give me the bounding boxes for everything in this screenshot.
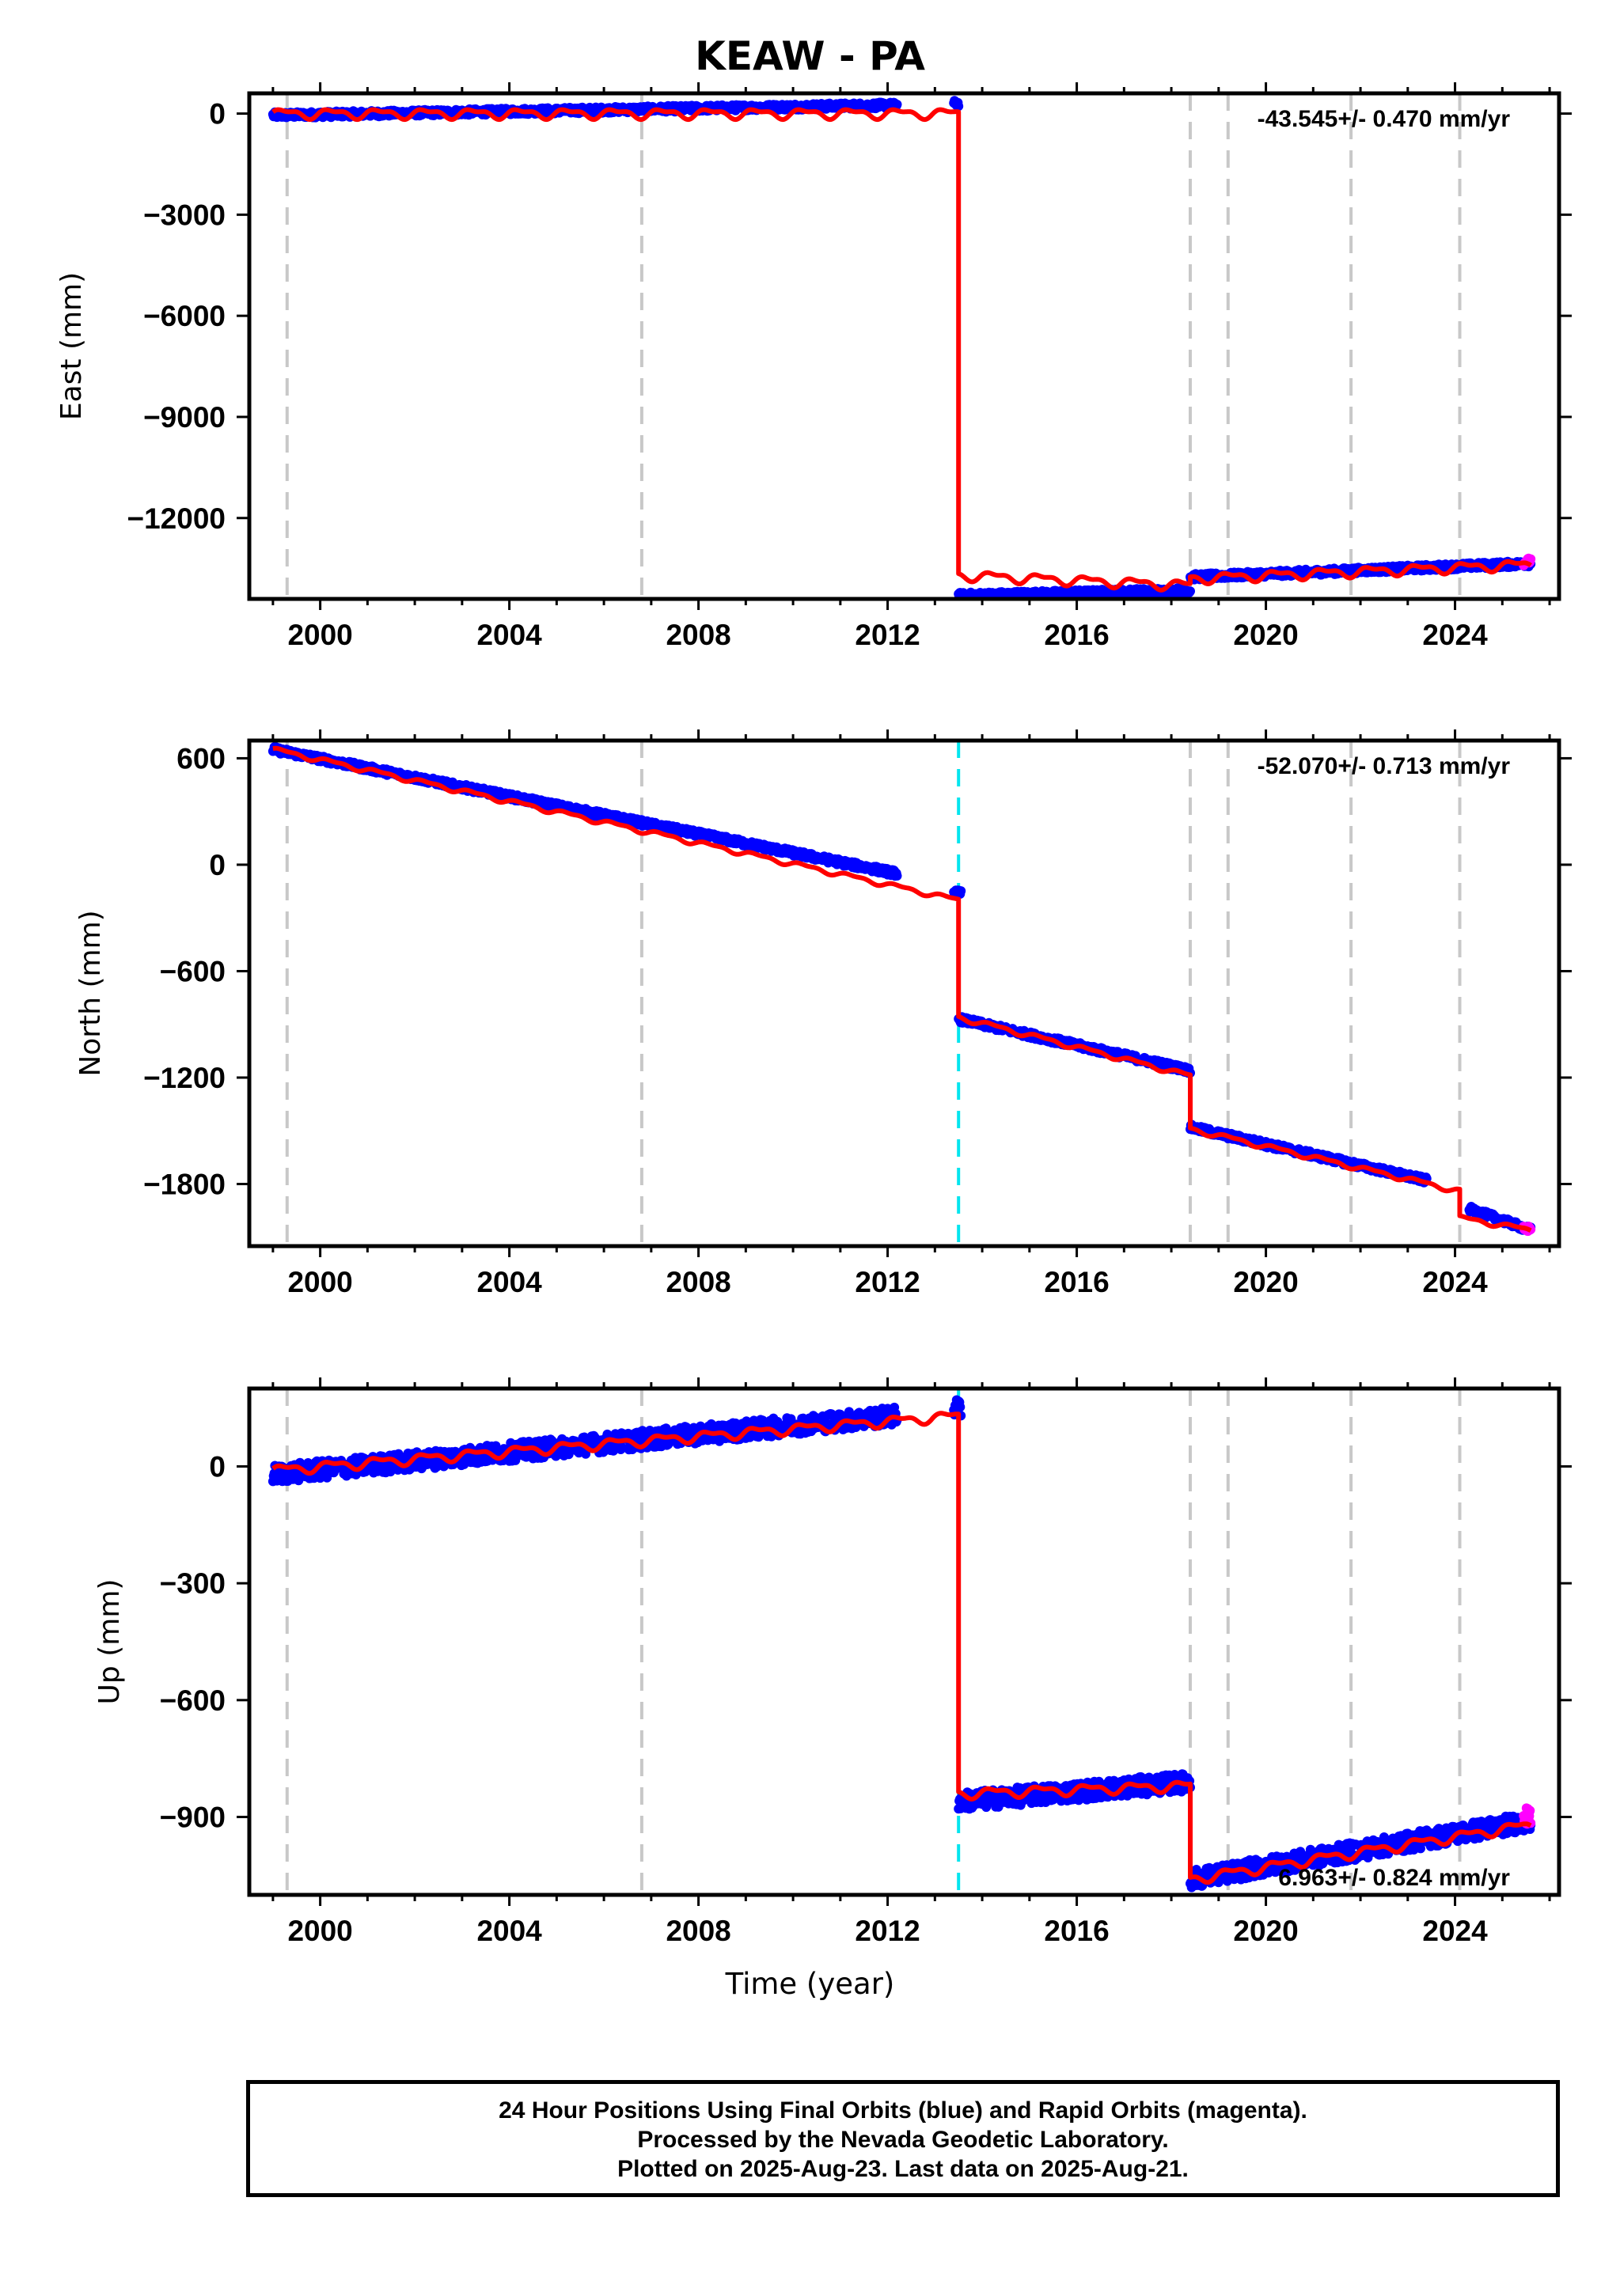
y-tick-label: −3000 xyxy=(143,199,226,231)
y-tick-label: −1800 xyxy=(143,1169,226,1201)
x-tick-label: 2020 xyxy=(1233,619,1298,651)
x-tick-label: 2012 xyxy=(855,1266,920,1298)
x-tick-label: 2024 xyxy=(1422,619,1488,651)
x-tick-label: 2012 xyxy=(855,619,920,651)
x-tick-label: 2004 xyxy=(476,1266,542,1298)
x-tick-label: 2008 xyxy=(666,619,730,651)
y-tick-label: −6000 xyxy=(143,300,226,332)
x-tick-label: 2016 xyxy=(1044,1266,1109,1298)
model-line xyxy=(271,107,1532,593)
panel-up: 2000 2004 2008 2012 2016 2020 20240−300−600−90… xyxy=(93,1377,1572,1947)
panel-east: 2000 2004 2008 2012 2016 2020 2024 0 −3000 −6000 −… xyxy=(55,82,1572,651)
plot-area xyxy=(267,741,1536,1246)
x-tick-label: 2008 xyxy=(666,1266,730,1298)
x-tick-label: 2000 xyxy=(287,619,352,651)
y-tick-label: −600 xyxy=(160,955,226,987)
plot-area xyxy=(267,1389,1536,1895)
final-orbit-point xyxy=(954,101,964,112)
y-tick-label: 0 xyxy=(209,98,226,131)
x-tick-label: 2016 xyxy=(1044,619,1109,651)
y-tick-label: 0 xyxy=(209,849,226,881)
final-orbit-point xyxy=(1186,586,1195,597)
final-orbit-point xyxy=(892,100,902,109)
y-tick-label: 600 xyxy=(176,742,226,775)
velocity-rate-label: -43.545+/- 0.470 mm/yr xyxy=(1258,106,1511,132)
velocity-rate-label: -52.070+/- 0.713 mm/yr xyxy=(1258,753,1511,779)
final-orbit-point xyxy=(955,1402,966,1412)
y-axis-label: North (mm) xyxy=(74,910,107,1076)
y-tick-label: −9000 xyxy=(143,401,226,434)
plot-frame xyxy=(247,91,1561,601)
x-tick-label: 2020 xyxy=(1233,1266,1298,1298)
x-tick-label: 2024 xyxy=(1422,1266,1488,1298)
y-tick-label: −1200 xyxy=(143,1062,226,1094)
plot-area xyxy=(267,93,1536,599)
x-tick-label: 2000 xyxy=(287,1266,352,1298)
final-orbit-point xyxy=(892,871,902,881)
y-tick-label: −12000 xyxy=(127,502,226,535)
x-tick-label: 2004 xyxy=(476,619,542,651)
final-orbit-point xyxy=(956,886,966,896)
panel-north: 2000 2004 2008 2012 2016 2020 2024 600 0 −600 −120… xyxy=(74,729,1572,1298)
y-axis-label: East (mm) xyxy=(55,272,88,420)
chart-title: KEAW - PA xyxy=(695,33,925,79)
